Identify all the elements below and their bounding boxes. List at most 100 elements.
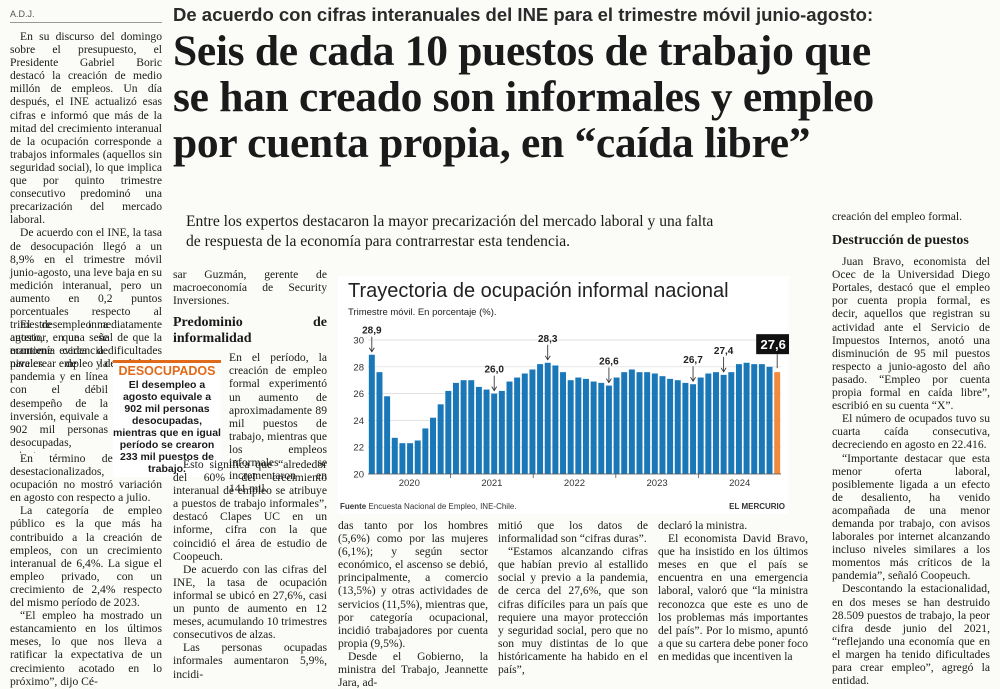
- annotation-label: 26,6: [599, 357, 619, 368]
- annotation-label: 28,3: [538, 334, 558, 345]
- headline-line-2: se han creado son informales y empleo: [173, 73, 874, 121]
- annotation-arrow: [690, 377, 696, 382]
- chart-bar: [460, 380, 467, 474]
- column-2: sar Guzmán, gerente de macroeconomía de …: [173, 268, 327, 495]
- chart-bar: [475, 386, 482, 474]
- chart-bar: [743, 362, 750, 474]
- chart-bar: [690, 384, 697, 474]
- annotation-label: 26,0: [484, 365, 504, 376]
- chart-bar: [552, 365, 559, 474]
- chart-bar: [567, 380, 574, 474]
- lede: Entre los expertos destacaron la mayor p…: [186, 212, 826, 251]
- annotation-label: 27,6: [761, 337, 786, 352]
- col6-paragraph: “Importante destacar que esta menor ofer…: [832, 451, 990, 583]
- chart-bar: [368, 354, 375, 474]
- y-tick-label: 28: [353, 362, 364, 373]
- chart-source-text: Encuesta Nacional de Empleo, INE-Chile.: [366, 502, 517, 511]
- desocupados-text: El desempleo a agosto equivale a 902 mil…: [113, 379, 221, 475]
- col6-paragraph: El número de ocupados tuvo su cuarta caí…: [832, 412, 990, 452]
- highlight-label-box: [756, 334, 789, 355]
- col1-paragraph: El desempleo a agosto, que se mantiene c…: [10, 318, 108, 453]
- informal-employment-chart: Trayectoria de ocupación informal nacion…: [338, 276, 789, 514]
- chart-source: Fuente Encuesta Nacional de Empleo, INE-…: [340, 502, 517, 511]
- x-tick-label: 2021: [481, 478, 502, 489]
- chart-bar: [621, 372, 628, 474]
- chart-brand: EL MERCURIO: [729, 502, 785, 511]
- col3-paragraph: Desde el Gobierno, la ministra del Traba…: [338, 649, 488, 689]
- chart-bar: [605, 385, 612, 474]
- col2-intro: sar Guzmán, gerente de macroeconomía de …: [173, 268, 327, 308]
- chart-bar: [774, 372, 781, 474]
- annotation-arrow: [544, 355, 551, 361]
- annotation-label: 27,4: [714, 346, 734, 357]
- col3-paragraph: das tanto por los hombres (5,6%) como po…: [338, 519, 488, 650]
- lede-line-1: Entre los expertos destacaron la mayor p…: [186, 213, 714, 230]
- chart-subtitle: Trimestre móvil. En porcentaje (%).: [348, 307, 497, 318]
- chart-bar: [758, 364, 765, 474]
- col1-paragraph: “El empleo ha mostrado un estancamiento …: [10, 609, 162, 688]
- chart-bar: [407, 443, 414, 474]
- annotation-arrow: [491, 386, 498, 392]
- chart-bar: [498, 390, 505, 474]
- col1-paragraph: De acuerdo con el INE, la tasa de desocu…: [10, 226, 162, 371]
- annotation-arrow: [606, 378, 612, 384]
- col1-paragraph: En su discurso del domingo sobre el pres…: [10, 30, 162, 227]
- chart-bar: [613, 377, 620, 474]
- chart-bar: [697, 377, 704, 474]
- y-tick-label: 26: [353, 389, 364, 400]
- column-4: mitió que los datos de informalidad son …: [498, 519, 648, 676]
- chart-bar: [430, 417, 436, 474]
- col6-top: creación del empleo formal.: [832, 210, 963, 223]
- chart-bar: [667, 378, 674, 474]
- chart-bar: [384, 396, 391, 474]
- chart-bar: [391, 437, 398, 474]
- col5-paragraph: El economista David Bravo, que ha insist…: [658, 532, 808, 663]
- desocupados-box: DESOCUPADOS El desempleo a agosto equiva…: [113, 360, 221, 477]
- top-rule: [10, 22, 162, 23]
- chart-bar: [506, 381, 513, 474]
- y-tick-label: 20: [353, 470, 364, 481]
- chart-bar: [514, 377, 521, 474]
- chart-bar: [468, 380, 475, 474]
- y-tick-label: 30: [353, 336, 364, 347]
- col6-paragraph: Descontando la estacionalidad, en dos me…: [832, 582, 990, 688]
- chart-bar: [674, 380, 681, 474]
- chart-bar: [537, 364, 544, 474]
- col1-paragraph: La categoría de empleo público es la que…: [10, 504, 162, 610]
- chart-bar: [582, 378, 589, 474]
- column-6: creación del empleo formal. Destrucción …: [832, 210, 990, 687]
- y-tick-label: 24: [353, 416, 364, 427]
- column-2-bottom: Esto significa que “alrededor del 60% de…: [173, 458, 327, 681]
- col6-paragraph: Juan Bravo, economista del Ocec de la Un…: [832, 255, 990, 413]
- col2-paragraph: De acuerdo con las cifras del INE, la ta…: [173, 562, 327, 642]
- x-tick-label: 2022: [564, 478, 585, 489]
- chart-bar: [598, 382, 605, 474]
- chart-bar: [735, 364, 742, 474]
- chart-bar: [422, 428, 429, 474]
- headline-line-1: Seis de cada 10 puestos de trabajo que: [173, 27, 871, 75]
- chart-bar: [728, 372, 735, 474]
- column-1-mid: El desempleo a agosto, que se mantiene c…: [10, 318, 162, 453]
- chart-bar: [452, 382, 459, 474]
- subhead-destruccion: Destrucción de puestos: [832, 233, 969, 249]
- subhead-predominio: Predominio de informalidad: [173, 315, 327, 347]
- chart-bar: [713, 372, 719, 474]
- col2-paragraph: Las personas ocupadas informales aumenta…: [173, 641, 327, 681]
- headline-line-3: por cuenta propia, en “caída libre”: [173, 119, 811, 167]
- chart-bar: [705, 373, 712, 474]
- lede-line-2: de respuesta de la economía para contrar…: [186, 232, 571, 250]
- chart-bar: [560, 372, 567, 474]
- chart-bar: [720, 374, 727, 474]
- chart-bar: [544, 362, 551, 474]
- chart-bar: [483, 389, 490, 474]
- x-tick-label: 2023: [647, 478, 668, 489]
- chart-bar: [575, 377, 582, 474]
- chart-bar: [414, 440, 421, 474]
- chart-title: Trayectoria de ocupación informal nacion…: [348, 280, 729, 302]
- annotation-label: 28,9: [362, 326, 382, 337]
- col2-paragraph: En el período, la creación de empleo for…: [229, 351, 327, 496]
- chart-bar: [437, 404, 444, 474]
- chart-bar: [628, 369, 635, 474]
- x-tick-label: 2020: [399, 478, 420, 489]
